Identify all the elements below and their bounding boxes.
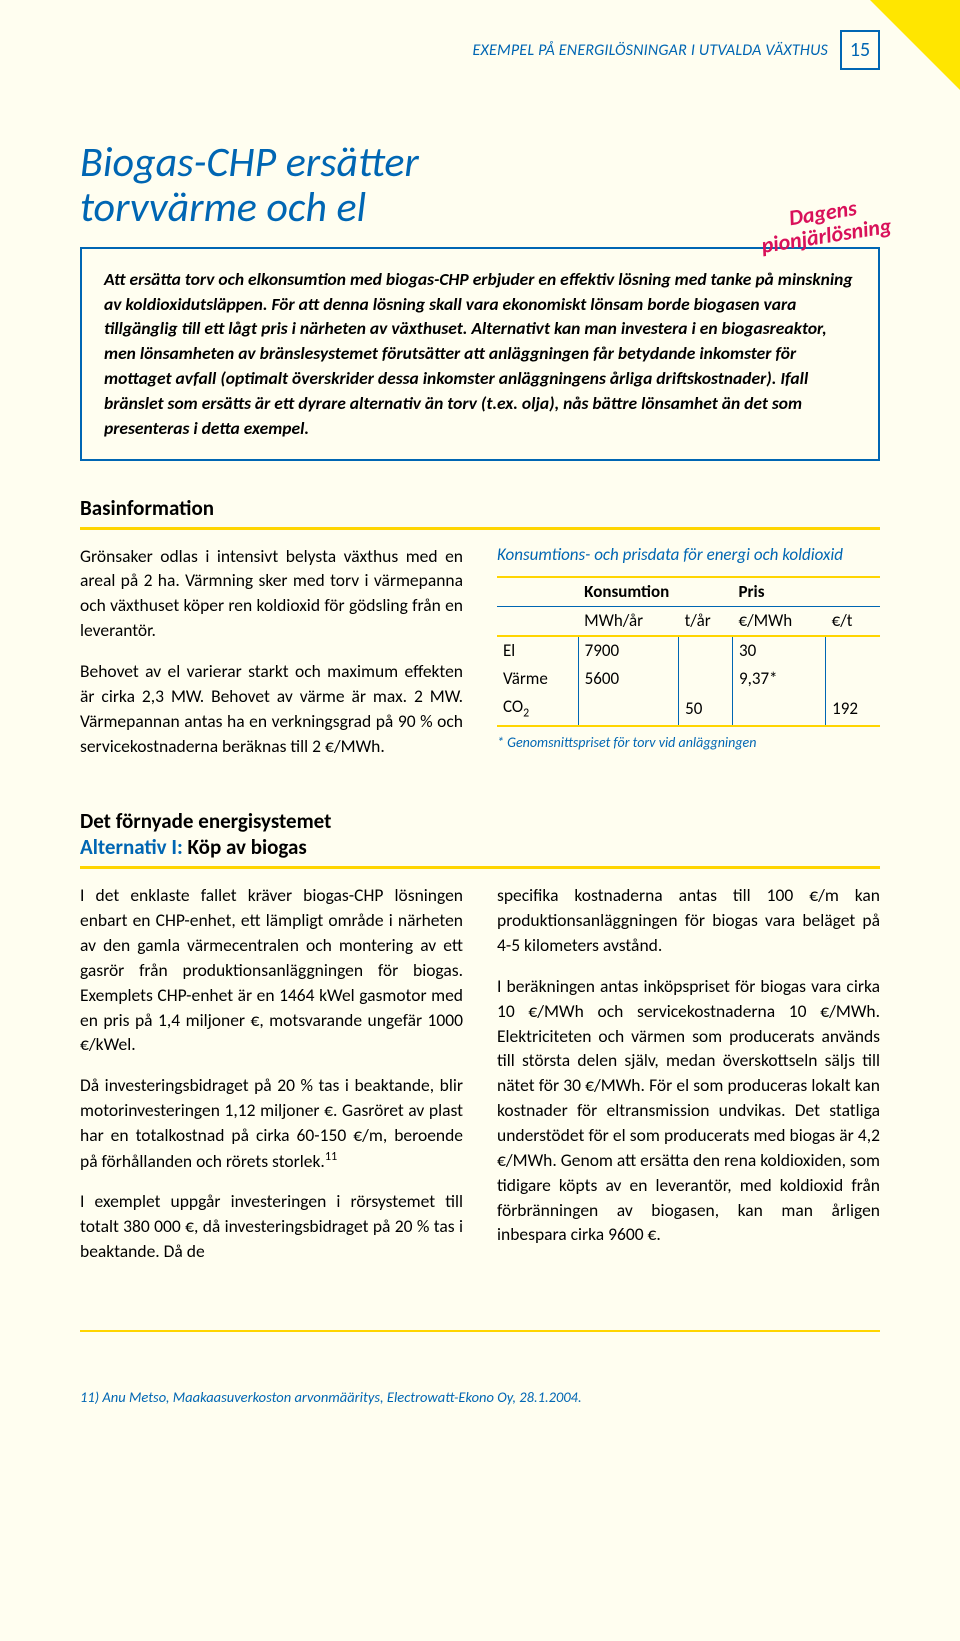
footnote-ref: 11 [325,1149,337,1164]
sh-1: MWh/år [578,606,678,636]
basinfo-p2: Behovet av el varierar starkt och maximu… [80,659,463,758]
sh-2: t/år [679,606,733,636]
basinfo-right: Konsumtions- och prisdata för energi och… [497,544,880,775]
renewed-heading: Det förnyade energisystemet [80,808,880,834]
cell: 30 [732,636,825,665]
basinfo-p1: Grönsaker odlas i intensivt belysta växt… [80,544,463,643]
alt-title: Köp av biogas [188,834,307,860]
cell-label: CO2 [497,693,578,725]
intro-wrap: Dagens pionjärlösning Att ersätta torv o… [80,247,880,461]
page: EXEMPEL PÅ ENERGILÖSNINGAR I UTVALDA VÄX… [0,0,960,1641]
sh-0 [497,606,578,636]
renewed-l-p3: I exemplet uppgår investeringen i rörsys… [80,1189,463,1264]
basinfo-left: Grönsaker odlas i intensivt belysta växt… [80,544,463,775]
cell: 192 [826,693,880,725]
table-row: CO2 50 192 [497,693,880,725]
th-konsumtion: Konsumtion [578,577,732,607]
rule [80,866,880,869]
table-footnote: * Genomsnittspriset för torv vid anläggn… [497,733,880,753]
renewed-heading-block: Det förnyade energisystemet Alternativ I… [80,808,880,860]
basinfo-heading: Basinformation [80,495,880,521]
table-row: Värme 5600 9,37* [497,665,880,693]
sh-4: €/t [826,606,880,636]
renewed-r-p1: specifika kostnaderna antas till 100 €/m… [497,883,880,958]
rule [80,527,880,530]
cell [826,665,880,693]
renewed-right: specifika kostnaderna antas till 100 €/m… [497,883,880,1280]
cell: 7900 [578,636,678,665]
page-footnote: 11) Anu Metso, Maakaasuverkoston arvonmä… [80,1382,880,1406]
title-line-2: torvvärme och el [80,182,366,233]
rule [80,1330,880,1332]
cell-label: Värme [497,665,578,693]
cell: 9,37* [732,665,825,693]
table-row: El 7900 30 [497,636,880,665]
intro-box: Att ersätta torv och elkonsumtion med bi… [80,247,880,461]
cell [826,636,880,665]
p2-text: Då investeringsbidraget på 20 % tas i be… [80,1074,463,1171]
title-line-1: Biogas-CHP ersätter [80,137,419,188]
cell [679,665,733,693]
cell-label: El [497,636,578,665]
cell [679,636,733,665]
renewed-columns: I det enklaste fallet kräver biogas-CHP … [80,883,880,1280]
renewed-left: I det enklaste fallet kräver biogas-CHP … [80,883,463,1280]
th-blank [497,577,578,607]
renewed-r-p2: I beräkningen antas inköpspriset för bio… [497,974,880,1247]
sh-3: €/MWh [732,606,825,636]
energy-price-table: Konsumtion Pris MWh/år t/år €/MWh €/t El… [497,576,880,727]
table-title: Konsumtions- och prisdata för energi och… [497,544,880,566]
page-number: 15 [850,38,870,62]
cell: 5600 [578,665,678,693]
renewed-l-p1: I det enklaste fallet kräver biogas-CHP … [80,883,463,1057]
cell: 50 [679,693,733,725]
th-pris: Pris [732,577,880,607]
alt-label: Alternativ I: [80,834,183,860]
renewed-l-p2: Då investeringsbidraget på 20 % tas i be… [80,1073,463,1173]
corner-triangle [870,0,960,90]
page-header: EXEMPEL PÅ ENERGILÖSNINGAR I UTVALDA VÄX… [80,0,880,70]
table-group-header: Konsumtion Pris [497,577,880,607]
cell [732,693,825,725]
table-sub-header: MWh/år t/år €/MWh €/t [497,606,880,636]
section-label: EXEMPEL PÅ ENERGILÖSNINGAR I UTVALDA VÄX… [472,41,828,60]
basinfo-columns: Grönsaker odlas i intensivt belysta växt… [80,544,880,775]
cell [578,693,678,725]
